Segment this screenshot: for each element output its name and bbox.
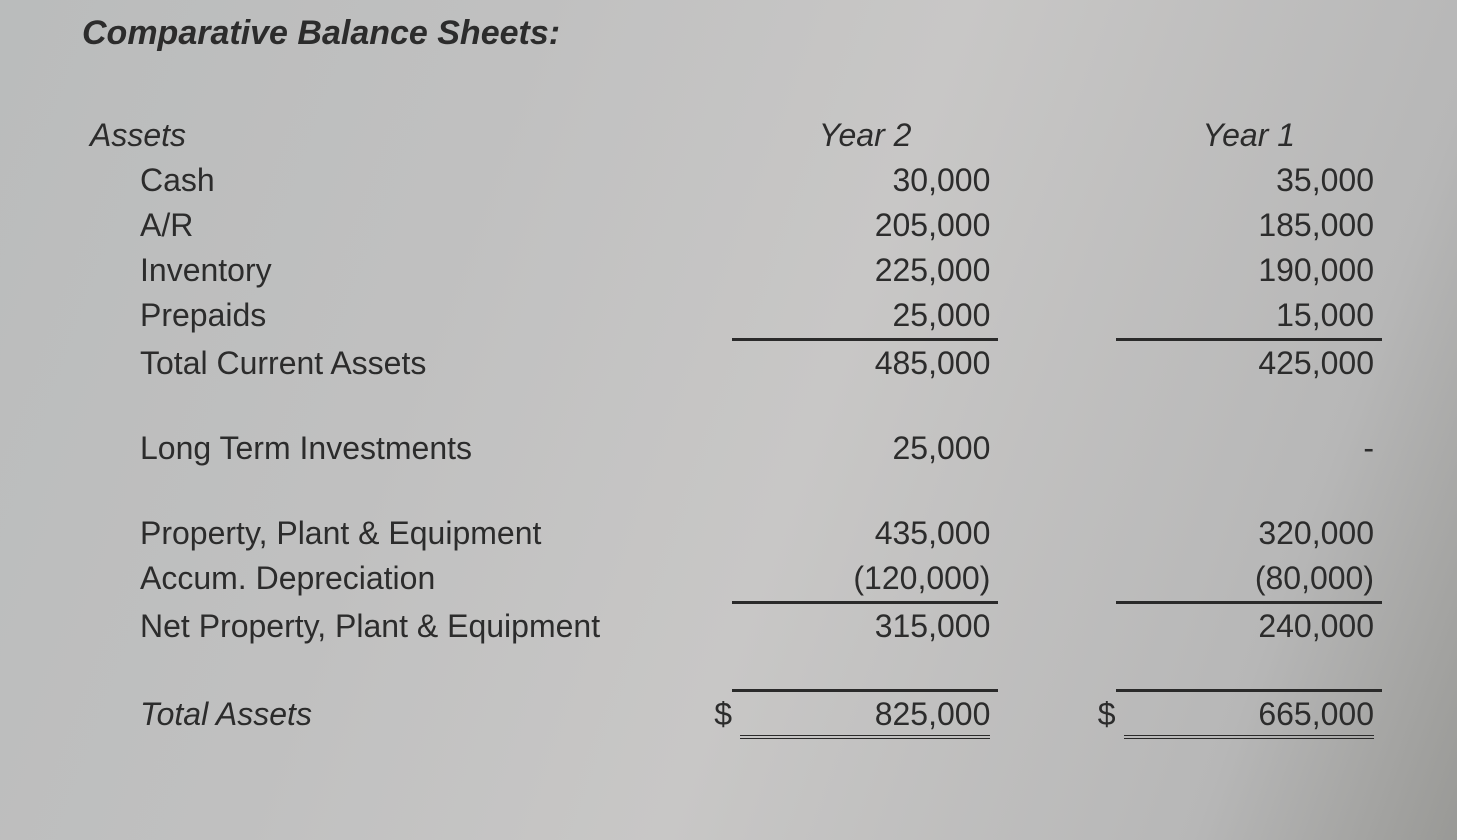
total-y2: 825,000	[732, 691, 998, 744]
col-year2: Year 2	[732, 113, 998, 158]
row-tca: Total Current Assets 485,000 425,000	[82, 340, 1382, 387]
row-inventory: Inventory 225,000 190,000	[82, 248, 1382, 293]
header-row: Assets Year 2 Year 1	[82, 113, 1382, 158]
label-cash: Cash	[82, 158, 679, 203]
label-prepaids: Prepaids	[82, 293, 679, 340]
label-ar: A/R	[82, 203, 679, 248]
netppe-y2: 315,000	[732, 603, 998, 650]
accdep-y2: (120,000)	[732, 556, 998, 603]
col-year1: Year 1	[1116, 113, 1382, 158]
row-ar: A/R 205,000 185,000	[82, 203, 1382, 248]
ar-y1: 185,000	[1116, 203, 1382, 248]
label-lti: Long Term Investments	[82, 426, 679, 471]
row-cash: Cash 30,000 35,000	[82, 158, 1382, 203]
cash-y1: 35,000	[1116, 158, 1382, 203]
prepaids-y2: 25,000	[732, 293, 998, 340]
total-y1: 665,000	[1116, 691, 1382, 744]
page-title: Comparative Balance Sheets:	[82, 14, 1382, 53]
prepaids-y1: 15,000	[1116, 293, 1382, 340]
ppe-y1: 320,000	[1116, 511, 1382, 556]
accdep-y1: (80,000)	[1116, 556, 1382, 603]
ar-y2: 205,000	[732, 203, 998, 248]
lti-y2: 25,000	[732, 426, 998, 471]
tca-y1: 425,000	[1116, 340, 1382, 387]
row-accdep: Accum. Depreciation (120,000) (80,000)	[82, 556, 1382, 603]
cash-y2: 30,000	[732, 158, 998, 203]
row-lti: Long Term Investments 25,000 -	[82, 426, 1382, 471]
assets-header: Assets	[82, 113, 679, 158]
row-prepaids: Prepaids 25,000 15,000	[82, 293, 1382, 340]
label-total-assets: Total Assets	[82, 691, 679, 744]
balance-sheet-table: Assets Year 2 Year 1 Cash 30,000 35,000 …	[82, 113, 1382, 743]
tca-y2: 485,000	[732, 340, 998, 387]
row-netppe: Net Property, Plant & Equipment 315,000 …	[82, 603, 1382, 650]
label-netppe: Net Property, Plant & Equipment	[82, 603, 679, 650]
ppe-y2: 435,000	[732, 511, 998, 556]
inventory-y1: 190,000	[1116, 248, 1382, 293]
label-tca: Total Current Assets	[82, 340, 679, 387]
netppe-y1: 240,000	[1116, 603, 1382, 650]
label-ppe: Property, Plant & Equipment	[82, 511, 679, 556]
row-ppe: Property, Plant & Equipment 435,000 320,…	[82, 511, 1382, 556]
lti-y1: -	[1116, 426, 1382, 471]
row-total-assets: Total Assets $ 825,000 $ 665,000	[82, 691, 1382, 744]
label-inventory: Inventory	[82, 248, 679, 293]
currency-symbol-y2: $	[679, 691, 732, 744]
label-accdep: Accum. Depreciation	[82, 556, 679, 603]
inventory-y2: 225,000	[732, 248, 998, 293]
currency-symbol-y1: $	[1062, 691, 1115, 744]
